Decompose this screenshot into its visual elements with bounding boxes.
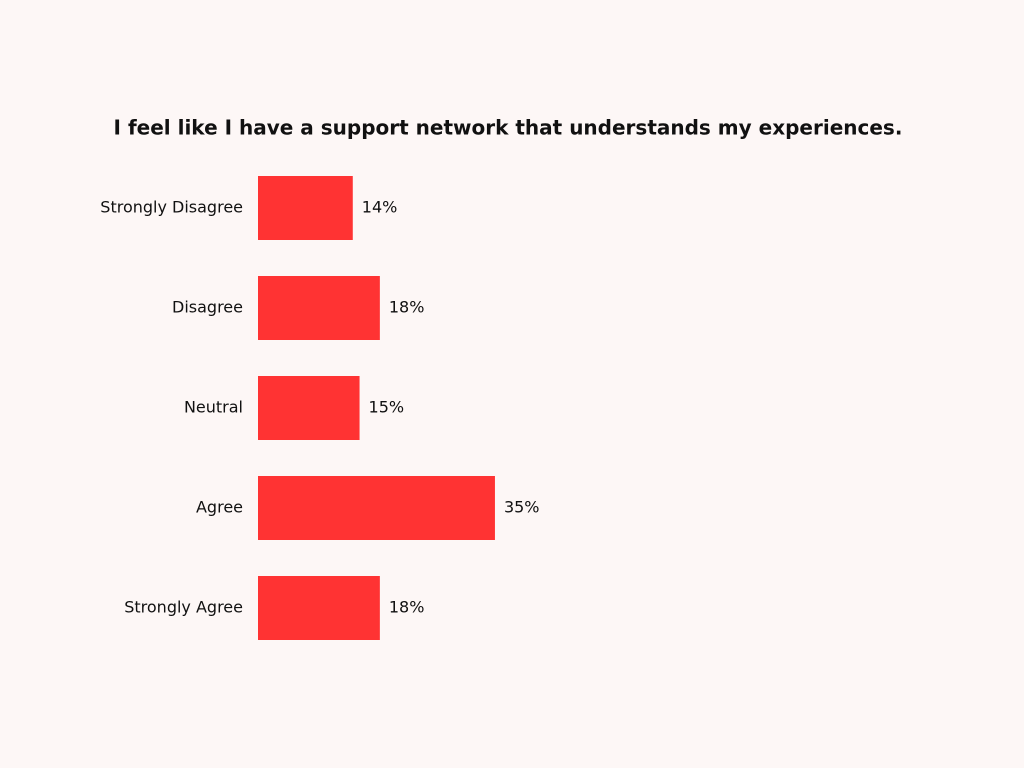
bar: [258, 476, 495, 540]
bar: [258, 376, 360, 440]
chart-title: I feel like I have a support network tha…: [114, 116, 903, 140]
bar: [258, 176, 353, 240]
category-label: Strongly Disagree: [100, 198, 243, 217]
category-label: Neutral: [184, 398, 243, 417]
category-label: Disagree: [172, 298, 243, 317]
category-label: Agree: [196, 498, 243, 517]
value-label: 18%: [389, 598, 425, 617]
bar: [258, 576, 380, 640]
value-label: 14%: [362, 198, 398, 217]
category-label: Strongly Agree: [124, 598, 243, 617]
value-label: 35%: [504, 498, 540, 517]
bar: [258, 276, 380, 340]
value-label: 18%: [389, 298, 425, 317]
value-label: 15%: [369, 398, 405, 417]
